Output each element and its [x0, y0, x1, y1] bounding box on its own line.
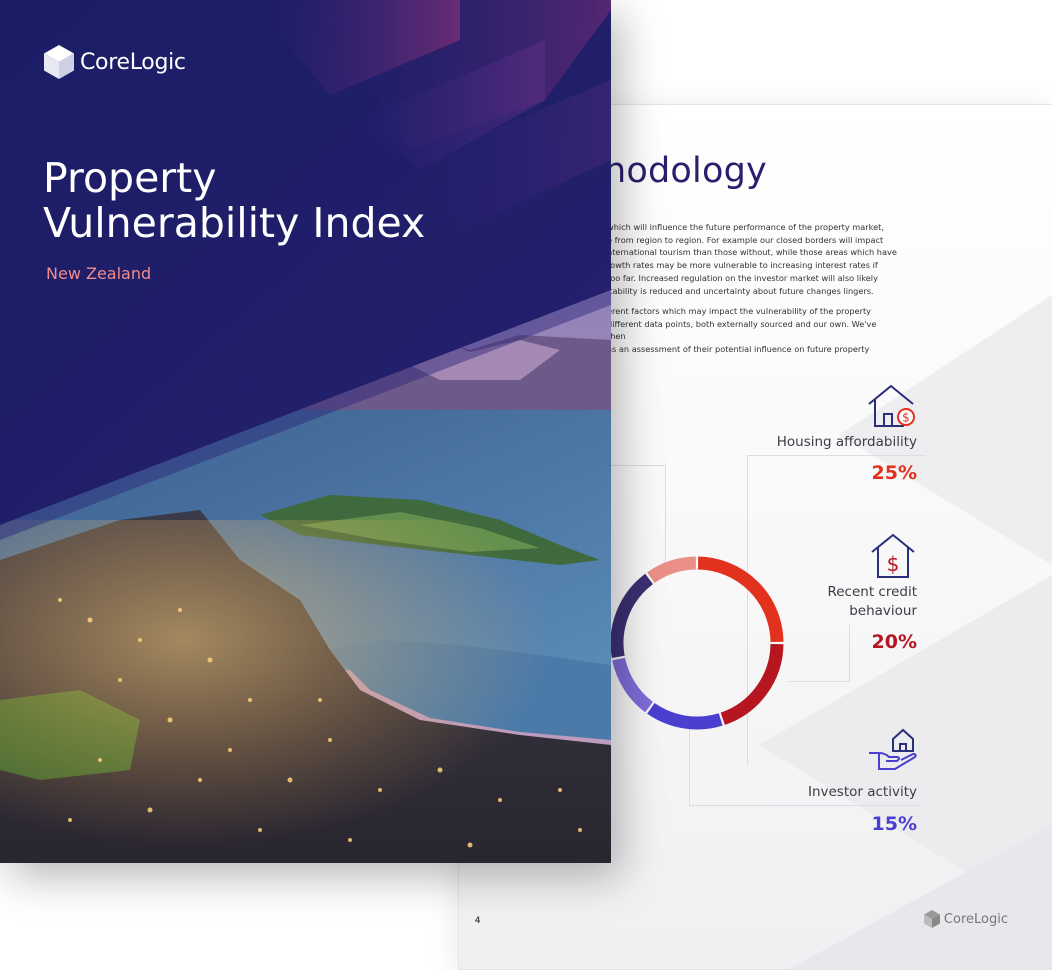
connector-line	[609, 465, 666, 566]
factor-label-housing-affordability: Housing affordability	[776, 434, 917, 450]
factor-label-recent-credit-behaviour: Recent credit behaviour	[827, 583, 917, 621]
methodology-paragraph-2: erent factors which may impact the vulne…	[607, 305, 897, 356]
donut-segment-4	[612, 657, 654, 713]
svg-text:$: $	[902, 411, 910, 425]
hand-house-icon	[869, 728, 917, 770]
house-dollar-sign-icon: $	[871, 533, 915, 578]
factor-percent-housing-affordability: 25%	[871, 462, 917, 484]
connector-line	[789, 625, 850, 682]
text-line: which will influence the future performa…	[607, 222, 884, 232]
donut-segment-3	[647, 702, 723, 730]
connector-line	[747, 455, 926, 766]
cover-title: Property Vulnerability Index	[43, 156, 563, 246]
text-line: as an assessment of their potential infl…	[607, 344, 870, 355]
cover-title-line: Vulnerability Index	[43, 199, 426, 247]
connector-line	[689, 725, 690, 805]
text-line: e from region to region. For example our…	[607, 234, 884, 245]
cover-artwork	[0, 0, 611, 863]
donut-segment-2	[720, 643, 784, 725]
house-dollar-icon: $	[868, 384, 915, 427]
corelogic-logo-icon	[44, 45, 74, 79]
factor-label-line: Recent credit	[827, 584, 917, 600]
donut-segment-5	[610, 573, 654, 659]
cover-title-line: Property	[43, 154, 217, 202]
corelogic-logo-icon	[923, 910, 940, 928]
donut-segment-6	[647, 556, 697, 584]
footer-logo: CoreLogic	[923, 909, 1008, 929]
factor-percent-investor-activity: 15%	[871, 813, 917, 835]
donut-segment-1	[697, 556, 784, 643]
cover-brand-name: CoreLogic	[80, 49, 186, 75]
text-line: nternational tourism than those without,…	[607, 247, 897, 258]
svg-text:$: $	[887, 552, 900, 576]
report-cover: CoreLogic Property Vulnerability Index N…	[0, 0, 611, 863]
text-line: erent factors which may impact the vulne…	[607, 306, 872, 316]
footer-brand-name: CoreLogic	[943, 911, 1008, 927]
text-line: itability is reduced and uncertainty abo…	[607, 285, 874, 296]
factor-percent-recent-credit-behaviour: 20%	[871, 631, 917, 653]
cover-brand-logo: CoreLogic	[43, 44, 186, 80]
page-title: hodology	[604, 151, 767, 191]
text-line: rowth rates may be more vulnerable to in…	[607, 260, 878, 271]
factor-label-investor-activity: Investor activity	[807, 784, 917, 800]
connector-line	[689, 805, 919, 806]
factor-label-line: behaviour	[849, 603, 917, 619]
methodology-paragraph-1: which will influence the future performa…	[607, 221, 897, 297]
cover-subtitle: New Zealand	[46, 264, 152, 283]
text-line: too far. Increased regulation on the inv…	[607, 272, 878, 283]
weighting-donut-chart	[610, 556, 784, 730]
page-number: 4	[475, 915, 481, 925]
text-line: different data points, both externally s…	[607, 318, 877, 342]
